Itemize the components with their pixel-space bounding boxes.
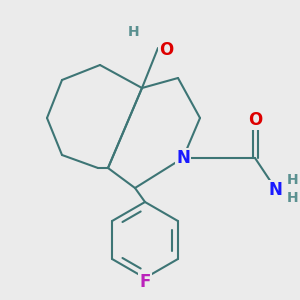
Text: H: H — [287, 173, 299, 187]
Text: H: H — [128, 25, 140, 39]
Text: O: O — [159, 41, 173, 59]
Text: F: F — [139, 273, 151, 291]
Text: N: N — [176, 149, 190, 167]
Text: H: H — [287, 191, 299, 205]
Text: N: N — [268, 181, 282, 199]
Text: O: O — [248, 111, 262, 129]
